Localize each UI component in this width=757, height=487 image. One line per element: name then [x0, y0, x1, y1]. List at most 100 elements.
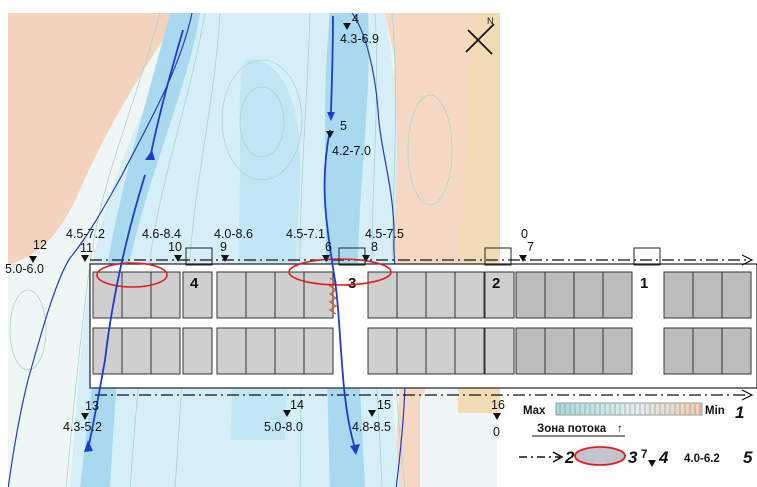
well-15: 15 4.8-8.5 [352, 398, 391, 434]
north-arrow-stroke [467, 29, 493, 55]
flow-arrow [87, 174, 146, 451]
flow-arrow [323, 129, 356, 449]
building-block [396, 271, 427, 319]
building-block [573, 271, 604, 319]
legend-anomaly-ellipse [574, 446, 626, 466]
legend-flow-zone-arrow: ↑ [617, 423, 623, 435]
building-block [274, 327, 305, 375]
building-block [425, 271, 456, 319]
legend-item-3: 3 [574, 446, 638, 467]
well-triangle [343, 23, 351, 30]
building-block [367, 327, 398, 375]
well-12: 12 5.0-6.0 [5, 238, 47, 276]
well-id: 14 [290, 398, 304, 412]
field-background [8, 13, 757, 487]
well-triangle [81, 255, 89, 262]
building-block [544, 327, 575, 375]
legend-max-label: Max [523, 405, 546, 417]
crack-mark [328, 277, 338, 315]
well-id: 16 [491, 398, 505, 412]
legend-item-4: 7 4 [641, 448, 669, 467]
north-label: N [487, 16, 494, 26]
well-id: 9 [220, 240, 227, 254]
building-block [663, 271, 694, 319]
vent-box [633, 247, 661, 266]
legend-min-label: Min [705, 405, 725, 417]
section-label-4: 4 [190, 275, 199, 292]
well-range: 5.0-8.0 [264, 420, 303, 434]
building-block [602, 327, 633, 375]
building-block [515, 271, 546, 319]
legend-number: 2 [564, 448, 575, 467]
building-block [121, 327, 152, 375]
well-id: 13 [85, 399, 99, 413]
anomaly-ellipse [288, 258, 392, 286]
well-range: 4.0-8.6 [214, 227, 253, 241]
building-block [216, 271, 247, 319]
well-id: 10 [168, 240, 182, 254]
well-id: 5 [340, 119, 347, 133]
legend-colorbar-ticks [559, 404, 701, 414]
legend-number: 5 [743, 448, 753, 467]
building-block [245, 271, 276, 319]
well-range: 0 [521, 227, 528, 241]
well-16: 16 0 [491, 398, 505, 439]
vent-box [185, 247, 213, 266]
well-4: 4 4.3-6.9 [340, 12, 379, 46]
right-boundary [351, 13, 406, 487]
profile-arrowhead [741, 389, 754, 401]
building-block [721, 271, 752, 319]
building-block [425, 327, 456, 375]
building-block [216, 327, 247, 375]
building-block [303, 327, 334, 375]
well-9: 9 4.0-8.6 [214, 227, 253, 262]
well-triangle [519, 255, 527, 262]
north-arrow-stroke [465, 23, 495, 53]
flow-arrow [330, 15, 334, 113]
building: 4 3 2 1 [89, 247, 757, 389]
profile-lines [90, 259, 748, 396]
well-id: 12 [33, 238, 47, 252]
well-id: 8 [371, 240, 378, 254]
building-block [602, 271, 633, 319]
well-triangle [368, 410, 376, 417]
well-markers: 4 4.3-6.9 5 4.2-7.0 12 5.0-6.0 11 4.5-7.… [5, 12, 534, 439]
left-boundary [8, 13, 193, 487]
building-block [396, 327, 427, 375]
well-6: 6 4.5-7.1 [286, 227, 332, 262]
building-block [663, 327, 694, 375]
building-block [182, 271, 213, 319]
section-label-2: 2 [492, 275, 500, 292]
well-id: 15 [377, 398, 391, 412]
well-8: 8 4.5-7.5 [362, 227, 404, 262]
well-triangle [362, 255, 370, 262]
well-range: 0 [493, 425, 500, 439]
flow-arrow [149, 29, 184, 159]
building-block [721, 327, 752, 375]
well-id: 4 [352, 12, 359, 26]
well-triangle [81, 413, 89, 420]
building-block [454, 271, 485, 319]
building-block [692, 271, 723, 319]
building-block [245, 327, 276, 375]
well-range: 4.5-7.1 [286, 227, 325, 241]
legend-number: 4 [658, 448, 669, 467]
zone-boundaries [8, 13, 406, 487]
building-blocks [92, 271, 752, 375]
vent-box [484, 247, 512, 266]
building-block [484, 271, 515, 319]
well-triangle [322, 255, 330, 262]
well-id: 7 [527, 240, 534, 254]
legend-number: 3 [628, 448, 638, 467]
building-block [150, 327, 181, 375]
profile-arrowhead [741, 254, 754, 266]
well-triangle [174, 255, 182, 262]
well-5: 5 4.2-7.0 [326, 119, 371, 158]
well-14: 14 5.0-8.0 [264, 398, 304, 434]
well-triangle [493, 413, 501, 420]
building-block [692, 327, 723, 375]
legend-range-sample: 4.0-6.2 [684, 453, 720, 465]
building-block [484, 327, 515, 375]
